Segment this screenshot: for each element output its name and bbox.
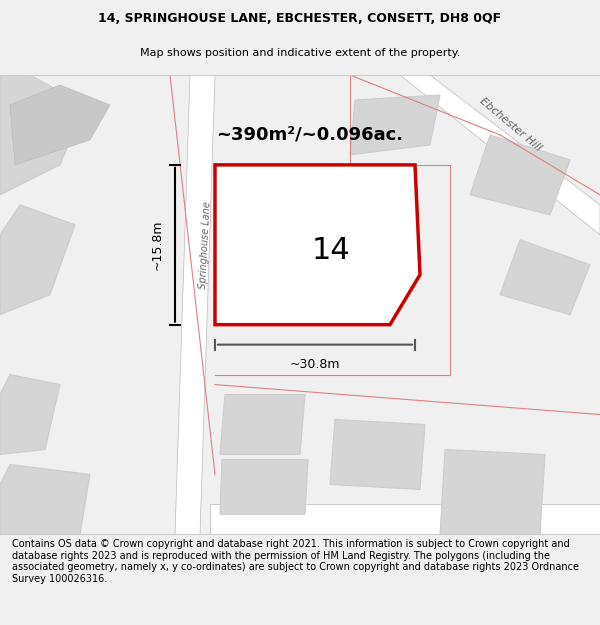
Polygon shape <box>220 459 308 514</box>
Polygon shape <box>470 135 570 215</box>
Polygon shape <box>0 374 60 454</box>
Polygon shape <box>220 394 305 454</box>
Polygon shape <box>10 85 110 165</box>
Polygon shape <box>0 205 75 314</box>
Text: 14: 14 <box>311 236 350 265</box>
Text: Contains OS data © Crown copyright and database right 2021. This information is : Contains OS data © Crown copyright and d… <box>12 539 579 584</box>
Polygon shape <box>440 449 545 534</box>
Polygon shape <box>500 240 590 314</box>
Polygon shape <box>215 165 420 324</box>
Polygon shape <box>350 95 440 155</box>
Polygon shape <box>330 419 425 489</box>
Polygon shape <box>175 75 215 534</box>
Text: Springhouse Lane: Springhouse Lane <box>198 201 212 289</box>
Text: Map shows position and indicative extent of the property.: Map shows position and indicative extent… <box>140 48 460 58</box>
Text: ~390m²/~0.096ac.: ~390m²/~0.096ac. <box>217 126 404 144</box>
Text: ~30.8m: ~30.8m <box>290 358 340 371</box>
Polygon shape <box>400 75 600 235</box>
Text: Ebchester Hill: Ebchester Hill <box>477 96 543 154</box>
Text: ~15.8m: ~15.8m <box>151 219 163 270</box>
Polygon shape <box>0 75 85 195</box>
Polygon shape <box>0 464 90 534</box>
Polygon shape <box>210 504 600 534</box>
Text: 14, SPRINGHOUSE LANE, EBCHESTER, CONSETT, DH8 0QF: 14, SPRINGHOUSE LANE, EBCHESTER, CONSETT… <box>98 12 502 25</box>
